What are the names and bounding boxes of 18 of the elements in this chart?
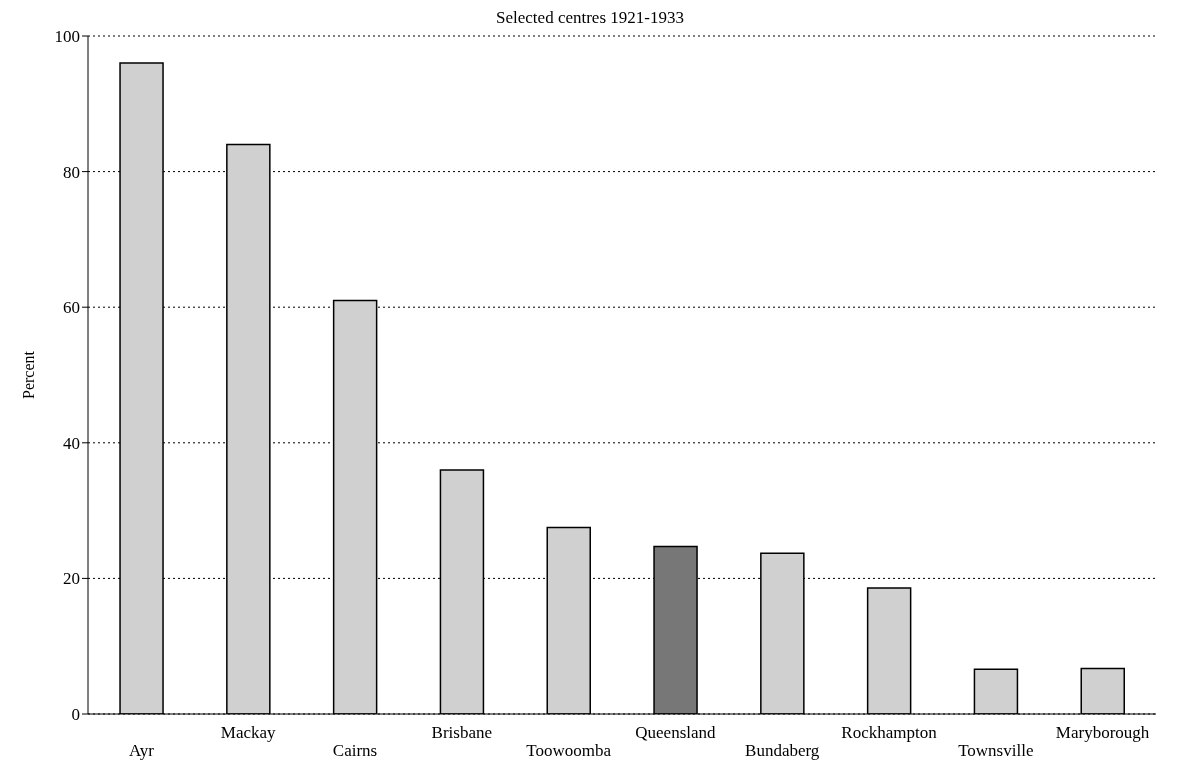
chart-title: Selected centres 1921-1933 [495, 8, 685, 28]
y-tick-label: 0 [71, 705, 80, 725]
y-tick-label: 60 [63, 298, 80, 318]
y-axis-title: Percent [19, 350, 37, 399]
x-tick-label: Cairns [332, 741, 378, 760]
x-tick-label: Maryborough [1055, 723, 1150, 742]
x-tick-label: Mackay [220, 723, 277, 742]
x-tick-label: Bundaberg [745, 741, 820, 760]
x-tick-label: Toowoomba [526, 741, 612, 760]
y-tick-label: 80 [63, 162, 80, 182]
y-tick-label: 40 [63, 433, 80, 453]
y-tick-label: 20 [63, 569, 80, 589]
x-tick-label: Brisbane [431, 723, 493, 742]
x-tick-label: Queensland [635, 723, 717, 742]
x-tick-label: Townsville [958, 741, 1034, 760]
x-tick-label: Rockhampton [841, 723, 938, 742]
y-tick-label: 100 [54, 27, 80, 47]
x-tick-label: Ayr [128, 741, 155, 760]
